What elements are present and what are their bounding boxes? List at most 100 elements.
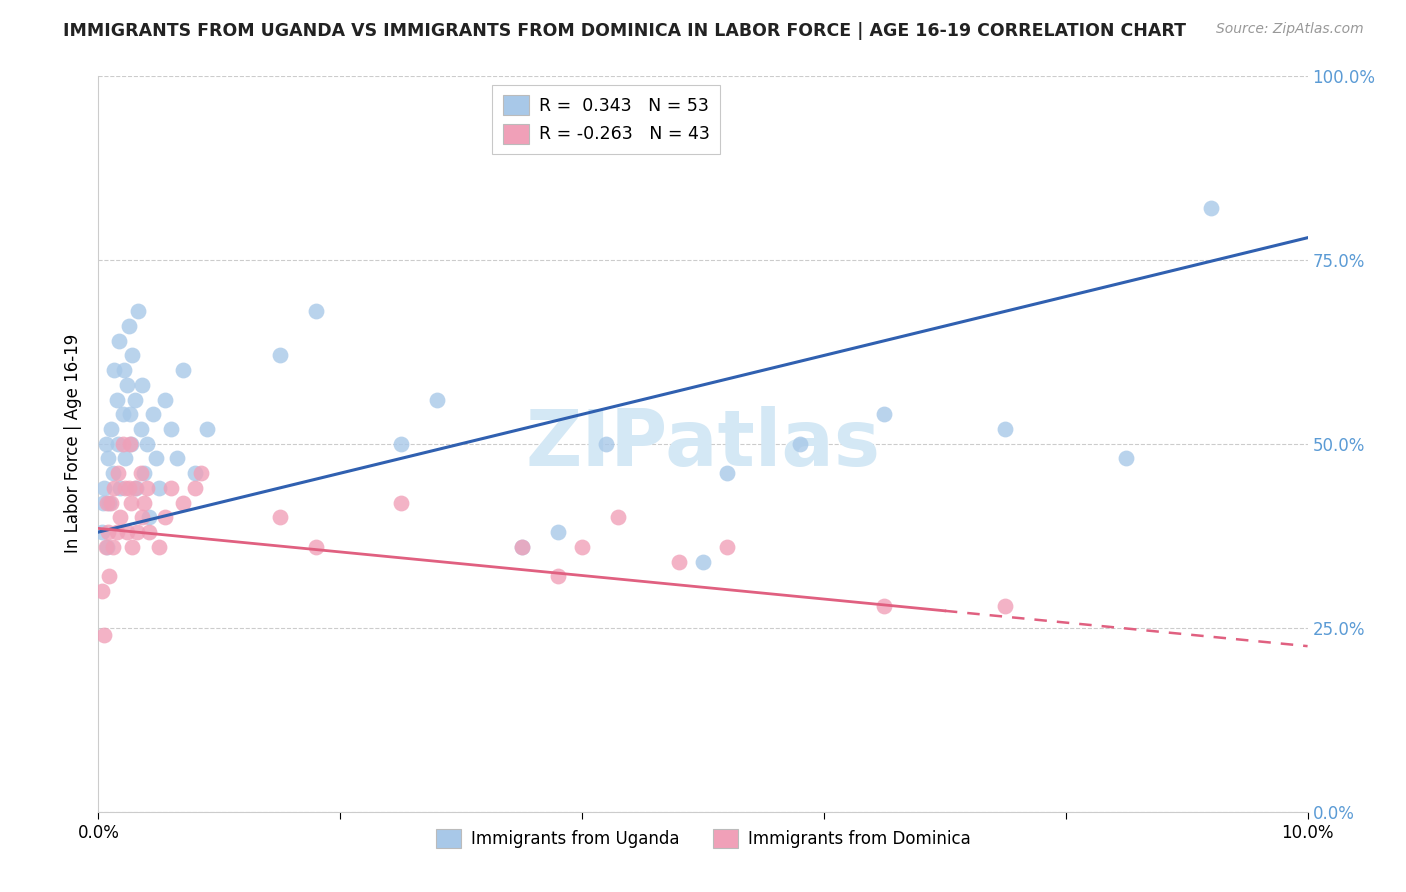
- Point: [121, 540, 143, 554]
- Point: [131, 510, 153, 524]
- Point: [716, 466, 738, 480]
- Point: [668, 554, 690, 569]
- Point: [142, 407, 165, 421]
- Point: [120, 436, 142, 450]
- Point: [138, 524, 160, 539]
- Point: [692, 554, 714, 569]
- Point: [98, 569, 121, 583]
- Point: [789, 436, 811, 450]
- Text: Source: ZipAtlas.com: Source: ZipAtlas.com: [1216, 22, 1364, 37]
- Point: [94, 540, 117, 554]
- Point: [118, 407, 141, 421]
- Point: [105, 392, 128, 407]
- Point: [124, 392, 146, 407]
- Point: [96, 540, 118, 554]
- Point: [121, 348, 143, 362]
- Point: [269, 348, 291, 362]
- Point: [148, 481, 170, 495]
- Point: [120, 496, 142, 510]
- Point: [125, 481, 148, 495]
- Point: [160, 481, 183, 495]
- Point: [118, 436, 141, 450]
- Point: [1199, 202, 1222, 216]
- Point: [510, 540, 533, 554]
- Point: [91, 496, 114, 510]
- Point: [172, 496, 194, 510]
- Point: [134, 466, 156, 480]
- Point: [571, 540, 593, 554]
- Point: [153, 510, 176, 524]
- Point: [101, 540, 124, 554]
- Point: [108, 334, 131, 348]
- Point: [305, 304, 328, 318]
- Point: [607, 510, 630, 524]
- Point: [190, 466, 212, 480]
- Point: [114, 481, 136, 495]
- Point: [994, 599, 1017, 613]
- Point: [184, 466, 207, 480]
- Point: [716, 540, 738, 554]
- Point: [94, 436, 117, 450]
- Point: [135, 436, 157, 450]
- Point: [108, 510, 131, 524]
- Point: [595, 436, 617, 450]
- Y-axis label: In Labor Force | Age 16-19: In Labor Force | Age 16-19: [65, 334, 83, 553]
- Point: [96, 496, 118, 510]
- Point: [127, 524, 149, 539]
- Point: [97, 451, 120, 466]
- Point: [100, 496, 122, 510]
- Point: [111, 407, 134, 421]
- Point: [389, 496, 412, 510]
- Point: [547, 524, 569, 539]
- Legend: Immigrants from Uganda, Immigrants from Dominica: Immigrants from Uganda, Immigrants from …: [429, 822, 977, 855]
- Point: [166, 451, 188, 466]
- Point: [135, 481, 157, 495]
- Point: [547, 569, 569, 583]
- Point: [134, 496, 156, 510]
- Point: [195, 422, 218, 436]
- Point: [138, 510, 160, 524]
- Point: [1115, 451, 1137, 466]
- Point: [153, 392, 176, 407]
- Point: [108, 481, 131, 495]
- Point: [105, 524, 128, 539]
- Point: [148, 540, 170, 554]
- Point: [873, 599, 896, 613]
- Point: [510, 540, 533, 554]
- Point: [184, 481, 207, 495]
- Point: [98, 496, 121, 510]
- Point: [118, 318, 141, 333]
- Point: [117, 524, 139, 539]
- Point: [107, 436, 129, 450]
- Point: [91, 584, 114, 599]
- Point: [269, 510, 291, 524]
- Point: [97, 524, 120, 539]
- Point: [160, 422, 183, 436]
- Point: [994, 422, 1017, 436]
- Point: [111, 436, 134, 450]
- Point: [107, 466, 129, 480]
- Point: [131, 378, 153, 392]
- Point: [100, 422, 122, 436]
- Point: [124, 481, 146, 495]
- Point: [389, 436, 412, 450]
- Point: [93, 481, 115, 495]
- Point: [129, 422, 152, 436]
- Point: [305, 540, 328, 554]
- Point: [103, 481, 125, 495]
- Point: [145, 451, 167, 466]
- Point: [118, 481, 141, 495]
- Point: [93, 628, 115, 642]
- Point: [103, 363, 125, 377]
- Point: [117, 378, 139, 392]
- Point: [873, 407, 896, 421]
- Point: [129, 466, 152, 480]
- Point: [114, 451, 136, 466]
- Point: [426, 392, 449, 407]
- Point: [172, 363, 194, 377]
- Text: ZIPatlas: ZIPatlas: [526, 406, 880, 482]
- Point: [101, 466, 124, 480]
- Point: [91, 524, 114, 539]
- Point: [127, 304, 149, 318]
- Text: IMMIGRANTS FROM UGANDA VS IMMIGRANTS FROM DOMINICA IN LABOR FORCE | AGE 16-19 CO: IMMIGRANTS FROM UGANDA VS IMMIGRANTS FRO…: [63, 22, 1187, 40]
